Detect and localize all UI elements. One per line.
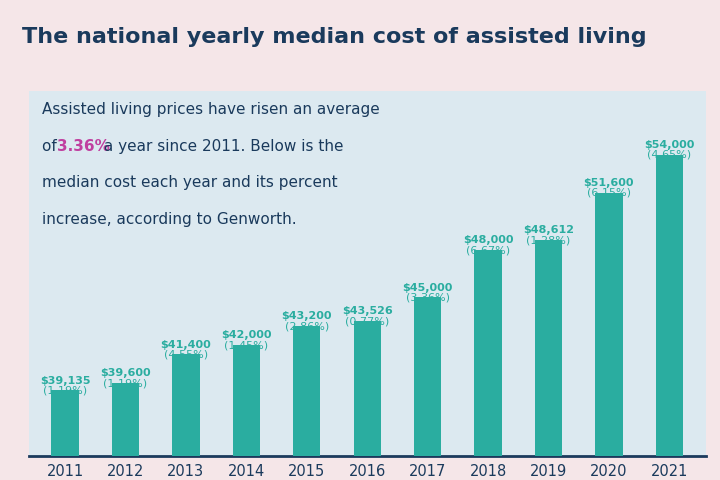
Text: of: of — [42, 139, 62, 154]
Text: $39,135: $39,135 — [40, 376, 90, 385]
Text: $43,526: $43,526 — [342, 306, 392, 316]
Text: median cost each year and its percent: median cost each year and its percent — [42, 175, 338, 190]
Bar — [474, 250, 502, 480]
Text: $42,000: $42,000 — [221, 330, 271, 340]
Text: (1.19%): (1.19%) — [43, 385, 87, 396]
Bar — [656, 155, 683, 480]
Text: $48,612: $48,612 — [523, 225, 574, 235]
Text: $39,600: $39,600 — [100, 368, 150, 378]
Text: $54,000: $54,000 — [644, 140, 695, 150]
Text: The national yearly median cost of assisted living: The national yearly median cost of assis… — [22, 27, 647, 47]
Text: (4.55%): (4.55%) — [164, 350, 208, 360]
Text: increase, according to Genworth.: increase, according to Genworth. — [42, 212, 297, 227]
Bar — [354, 321, 381, 480]
Bar — [293, 326, 320, 480]
Bar — [535, 240, 562, 480]
Text: (6.67%): (6.67%) — [466, 245, 510, 255]
Text: Assisted living prices have risen an average: Assisted living prices have risen an ave… — [42, 102, 380, 117]
Text: $51,600: $51,600 — [584, 178, 634, 188]
Text: $48,000: $48,000 — [463, 235, 513, 245]
Bar — [172, 355, 199, 480]
Bar — [112, 383, 139, 480]
Text: a year since 2011. Below is the: a year since 2011. Below is the — [99, 139, 343, 154]
Text: (1.45%): (1.45%) — [225, 340, 269, 350]
Text: (1.19%): (1.19%) — [104, 378, 148, 388]
Text: (2.86%): (2.86%) — [284, 321, 329, 331]
Text: (3.36%): (3.36%) — [405, 293, 449, 302]
Bar — [233, 345, 260, 480]
Text: $45,000: $45,000 — [402, 283, 453, 293]
Bar — [595, 192, 623, 480]
Text: (4.65%): (4.65%) — [647, 150, 691, 160]
Text: (0.77%): (0.77%) — [345, 316, 390, 326]
Text: $41,400: $41,400 — [161, 340, 211, 350]
Text: 3.36%: 3.36% — [57, 139, 109, 154]
Bar — [51, 390, 78, 480]
Text: (6.15%): (6.15%) — [587, 188, 631, 198]
Text: (1.28%): (1.28%) — [526, 235, 571, 245]
Bar — [414, 298, 441, 480]
Text: $43,200: $43,200 — [282, 311, 332, 321]
